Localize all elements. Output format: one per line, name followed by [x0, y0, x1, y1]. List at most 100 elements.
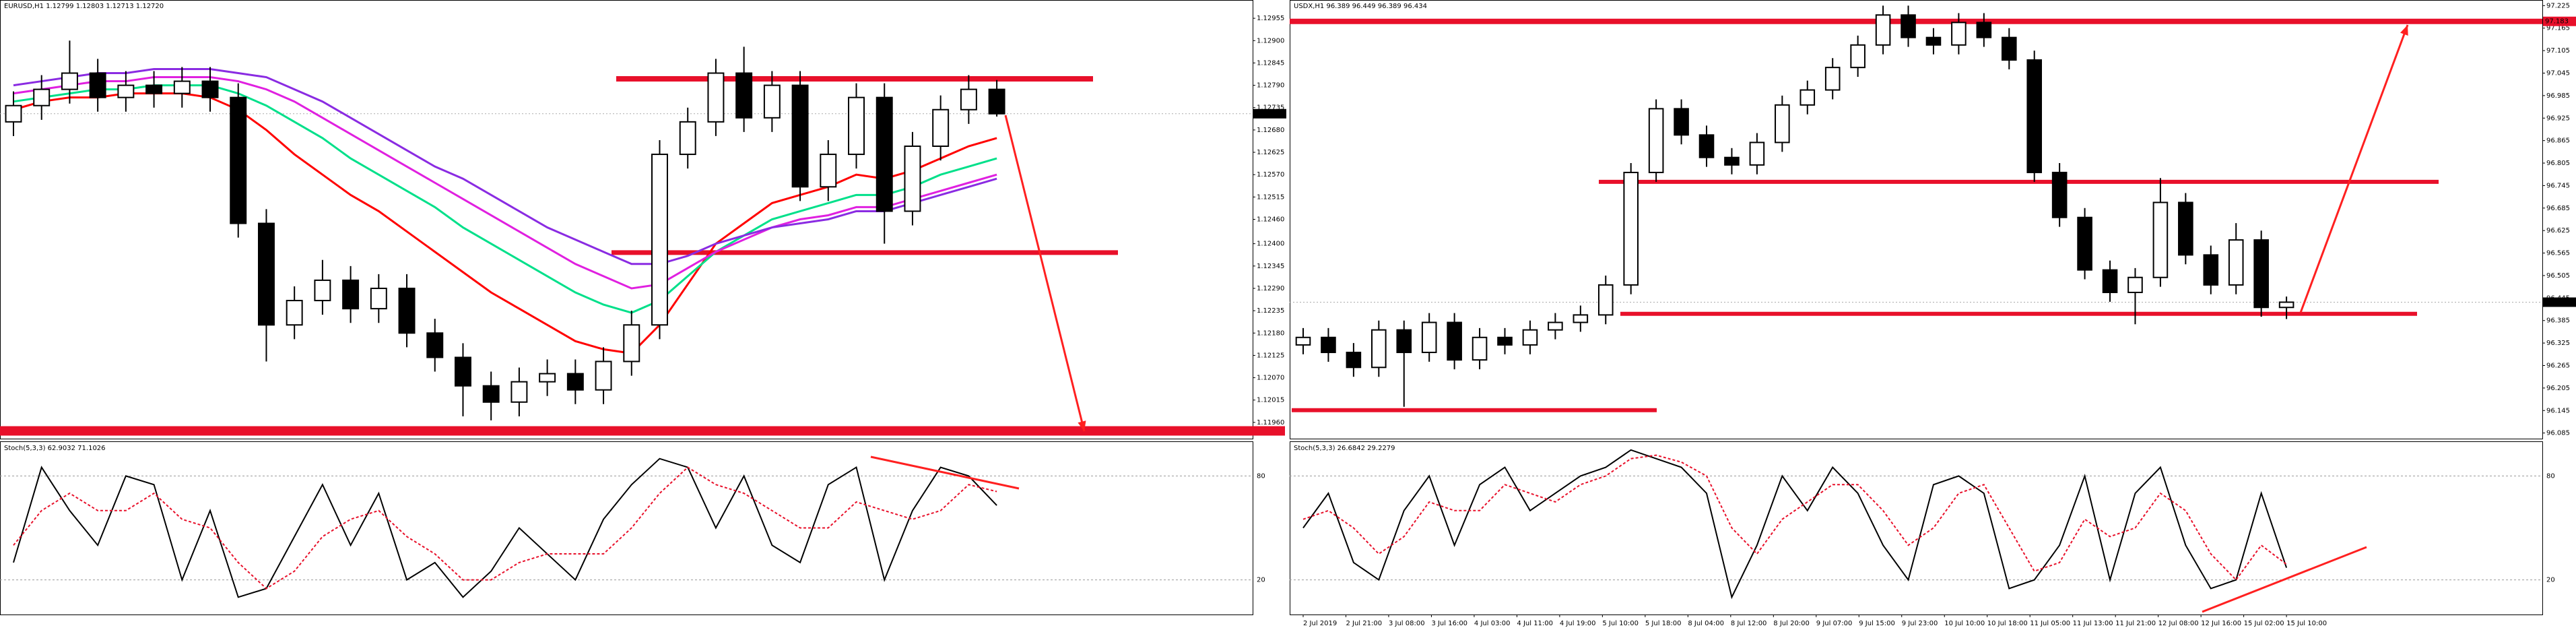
candle-body — [904, 146, 921, 212]
candle-body — [1295, 336, 1311, 346]
candle-body — [89, 72, 106, 98]
x-tick-label: 8 Jul 04:00 — [1688, 620, 1724, 627]
y-tick-label: 1.12625 — [1257, 149, 1284, 156]
candle-body — [1346, 352, 1362, 369]
candle-body — [791, 84, 809, 188]
y-tick-label: 1.12460 — [1257, 216, 1284, 224]
candle-body — [1674, 108, 1689, 136]
x-tick-label: 4 Jul 11:00 — [1517, 620, 1553, 627]
y-tick-label: 1.12125 — [1257, 352, 1284, 359]
x-tick-label: 15 Jul 02:00 — [2244, 620, 2284, 627]
forecast-arrow — [1004, 115, 1086, 432]
y-tick-label: 1.12570 — [1257, 171, 1284, 179]
candle-body — [820, 154, 837, 188]
y-tick-label: 96.685 — [2546, 205, 2570, 212]
candle-body — [707, 72, 725, 123]
x-tick-label: 10 Jul 10:00 — [1944, 620, 1985, 627]
candle-body — [455, 356, 471, 387]
candle-body — [173, 80, 191, 94]
y-tick-label: 96.085 — [2546, 430, 2570, 437]
y-tick-label: 96.325 — [2546, 340, 2570, 347]
candle-body — [1548, 321, 1563, 331]
chart-title: EURUSD,H1 1.12799 1.12803 1.12713 1.1272… — [4, 3, 164, 10]
y-tick-label: 1.12400 — [1257, 241, 1284, 248]
candle-body — [1875, 14, 1891, 46]
y-tick-label: 96.145 — [2546, 407, 2570, 414]
candle-body — [2178, 201, 2193, 256]
y-tick-label: 1.12790 — [1257, 82, 1284, 90]
y-tick-label: 96.925 — [2546, 115, 2570, 122]
x-tick-label: 4 Jul 19:00 — [1560, 620, 1596, 627]
candle-body — [1724, 156, 1740, 166]
candle-body — [426, 332, 444, 358]
candle-body — [988, 88, 1005, 115]
candle-body — [763, 84, 781, 119]
moving-average — [13, 76, 997, 290]
candle-body — [595, 360, 612, 391]
chart-title: USDX,H1 96.389 96.449 96.389 96.434 — [1294, 3, 1427, 10]
x-tick-label: 3 Jul 08:00 — [1389, 620, 1425, 627]
x-tick-label: 2 Jul 21:00 — [1346, 620, 1382, 627]
y-tick-label: 1.12180 — [1257, 329, 1284, 337]
x-tick-label: 9 Jul 07:00 — [1816, 620, 1853, 627]
candle-body — [848, 96, 865, 156]
candle-body — [145, 84, 163, 94]
candle-body — [286, 300, 303, 326]
y-tick-label: 1.12290 — [1257, 285, 1284, 292]
x-tick-label: 10 Jul 18:00 — [1987, 620, 2028, 627]
current-price-box — [2543, 297, 2576, 307]
candle-body — [1371, 329, 1387, 369]
candle-body — [1799, 89, 1816, 106]
candle-body — [960, 88, 977, 111]
candle-body — [1497, 336, 1513, 346]
y-tick-label: 1.11960 — [1257, 419, 1284, 427]
candle-body — [5, 104, 22, 123]
candle-body — [1749, 141, 1765, 166]
candle-body — [1321, 336, 1336, 354]
stoch-trendline — [870, 455, 1020, 490]
candle-body — [1396, 329, 1412, 354]
x-tick-label: 12 Jul 16:00 — [2201, 620, 2241, 627]
stoch-frame — [1290, 441, 2543, 615]
y-tick-label: 97.105 — [2546, 47, 2570, 55]
y-tick-label: 1.12345 — [1257, 263, 1284, 270]
candle-body — [230, 96, 247, 224]
candle-body — [1447, 321, 1462, 361]
x-tick-label: 5 Jul 10:00 — [1602, 620, 1639, 627]
candle-body — [370, 287, 387, 310]
x-tick-label: 4 Jul 03:00 — [1474, 620, 1511, 627]
stoch-trendline — [2202, 546, 2367, 613]
stoch-main — [13, 458, 997, 598]
candle-body — [1648, 108, 1664, 173]
candle-body — [2102, 269, 2118, 294]
y-tick-label: 96.505 — [2546, 272, 2570, 280]
candle-body — [539, 373, 556, 383]
x-tick-label: 9 Jul 23:00 — [1902, 620, 1938, 627]
candle-body — [2228, 239, 2244, 286]
arrow-head — [1078, 420, 1086, 431]
candle-body — [1824, 67, 1841, 91]
current-price-label: 96.434 — [2545, 298, 2569, 306]
candle-body — [735, 72, 753, 119]
arrow-head — [2400, 25, 2408, 36]
y-tick-label: 1.12235 — [1257, 307, 1284, 315]
level-price-label: 97.183 — [2545, 18, 2569, 26]
current-price-label: 1.12720 — [1255, 111, 1283, 118]
candle-body — [1522, 329, 1538, 346]
candle-body — [1850, 44, 1865, 69]
y-tick-label: 96.745 — [2546, 182, 2570, 189]
candle-body — [2051, 171, 2068, 218]
y-tick-label: 1.12070 — [1257, 375, 1284, 382]
y-tick-label: 97.165 — [2546, 25, 2570, 32]
candle-body — [1573, 314, 1589, 323]
x-tick-label: 5 Jul 18:00 — [1645, 620, 1682, 627]
y-tick-label: 1.12900 — [1257, 37, 1284, 44]
candle-body — [1775, 104, 1790, 144]
candle-body — [932, 108, 950, 147]
y-tick-label: 97.225 — [2546, 2, 2570, 9]
candle-body — [2278, 301, 2294, 309]
candle-body — [876, 96, 893, 212]
stoch-frame — [0, 441, 1253, 615]
